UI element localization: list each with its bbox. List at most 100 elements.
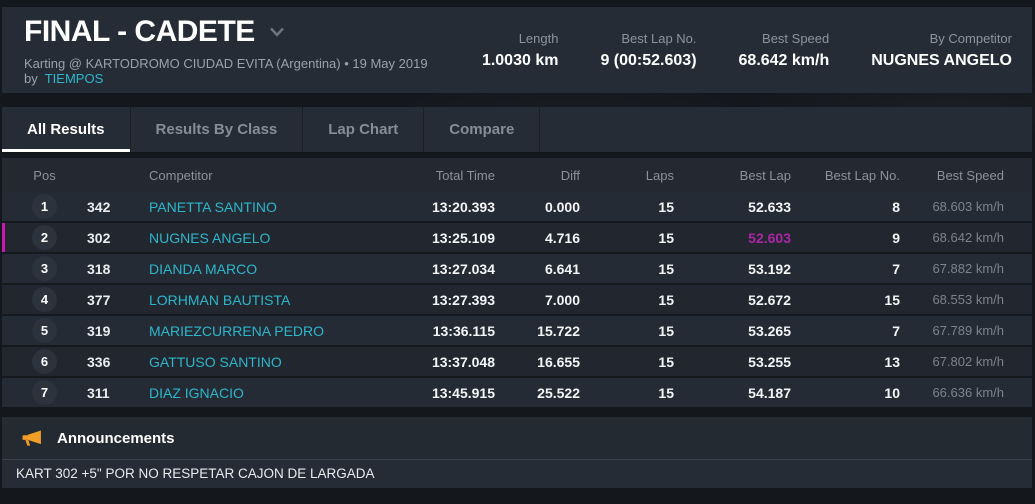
kart-number: 318 [87,260,111,277]
result-row[interactable]: 1 342 PANETTA SANTINO 13:20.393 0.000 15… [2,192,1032,223]
pos-cell: 1 [2,194,87,219]
best-speed-cell: 67.882 km/h [932,261,1004,276]
col-header-competitor: Competitor [149,167,213,183]
col-header-best-lap-no: Best Lap No. [824,167,900,183]
best-speed-cell: 67.802 km/h [932,354,1004,369]
best-lap-cell: 53.255 [748,353,791,370]
pos-cell: 2 [2,225,87,250]
stat-label: Length [518,30,559,46]
tab-results-by-class[interactable]: Results By Class [131,107,304,152]
session-stats: Length 1.0030 km Best Lap No. 9 (00:52.6… [482,31,1012,70]
col-header-best-speed: Best Speed [936,167,1004,183]
tab-all-results[interactable]: All Results [2,107,131,152]
stat-item-length: Length 1.0030 km [482,31,559,70]
tab-label: Compare [449,121,515,138]
stat-label: By Competitor [929,30,1012,46]
result-row[interactable]: 7 311 DIAZ IGNACIO 13:45.915 25.522 15 5… [2,378,1032,409]
best-lap-no-cell: 7 [892,260,900,277]
stat-value: 68.642 km/h [738,51,830,69]
total-time-cell: 13:37.048 [431,353,495,370]
pos-badge: 6 [32,349,57,374]
laps-cell: 15 [658,291,674,308]
best-lap-cell: 54.187 [748,384,791,401]
stat-label: Best Speed [762,30,830,46]
best-lap-cell: 52.603 [748,229,791,246]
best-lap-cell: 52.672 [748,291,791,308]
pos-badge: 2 [32,225,57,250]
pos-badge: 3 [32,256,57,281]
tab-label: All Results [27,121,105,138]
header-panel: FINAL - CADETE Karting @ KARTODROMO CIUD… [2,7,1032,93]
kart-number: 311 [87,384,110,401]
pos-cell: 5 [2,318,87,343]
announcement-item: KART 302 +5" POR NO RESPETAR CAJON DE LA… [2,460,1032,488]
total-time-cell: 13:27.393 [431,291,495,308]
pos-badge: 4 [32,287,57,312]
best-lap-no-cell: 15 [884,291,900,308]
chevron-down-icon [269,27,284,37]
pos-cell: 6 [2,349,87,374]
best-speed-cell: 68.603 km/h [932,199,1004,214]
pos-cell: 3 [2,256,87,281]
competitor-link[interactable]: LORHMAN BAUTISTA [149,291,291,308]
best-lap-no-cell: 13 [884,353,900,370]
best-lap-no-cell: 7 [892,322,900,339]
tab-lap-chart[interactable]: Lap Chart [303,107,425,152]
competitor-link[interactable]: DIANDA MARCO [149,260,258,277]
stat-value: 9 (00:52.603) [600,51,697,69]
stat-value: 1.0030 km [481,51,559,69]
diff-cell: 25.522 [537,384,580,401]
diff-cell: 16.655 [537,353,580,370]
tab-compare[interactable]: Compare [424,107,541,152]
announcement-list: KART 302 +5" POR NO RESPETAR CAJON DE LA… [2,460,1032,488]
result-row[interactable]: 6 336 GATTUSO SANTINO 13:37.048 16.655 1… [2,347,1032,378]
stat-item-best-speed: Best Speed 68.642 km/h [739,31,830,70]
total-time-cell: 13:27.034 [431,260,495,277]
competitor-link[interactable]: PANETTA SANTINO [149,198,277,215]
total-time-cell: 13:36.115 [432,322,495,339]
competitor-link[interactable]: MARIEZCURRENA PEDRO [149,322,325,339]
competitor-link[interactable]: NUGNES ANGELO [149,229,271,246]
stat-value: NUGNES ANGELO [871,51,1012,69]
kart-number: 336 [87,353,111,370]
announcements-panel: Announcements KART 302 +5" POR NO RESPET… [2,417,1032,488]
col-header-pos: Pos [33,167,56,183]
table-header-row: Pos Competitor Total Time Diff Laps Best… [2,158,1032,192]
laps-cell: 15 [658,260,674,277]
total-time-cell: 13:45.915 [431,384,495,401]
result-row[interactable]: 4 377 LORHMAN BAUTISTA 13:27.393 7.000 1… [2,285,1032,316]
pos-badge: 5 [32,318,57,343]
kart-number: 302 [87,229,111,246]
title-dropdown-button[interactable] [267,25,287,39]
best-lap-no-cell: 9 [892,229,900,246]
stat-item-best-lap-no: Best Lap No. 9 (00:52.603) [600,31,696,70]
announcements-title: Announcements [57,429,175,447]
provider-link[interactable]: TIEMPOS [44,70,104,86]
best-speed-cell: 66.636 km/h [932,385,1004,400]
event-subtitle-text: Karting @ KARTODROMO CIUDAD EVITA (Argen… [24,55,428,86]
best-lap-cell: 53.265 [748,322,791,339]
laps-cell: 15 [658,198,674,215]
stat-label: Best Lap No. [621,30,697,46]
kart-number: 342 [87,198,111,215]
result-row[interactable]: 3 318 DIANDA MARCO 13:27.034 6.641 15 53… [2,254,1032,285]
stat-item-by-competitor: By Competitor NUGNES ANGELO [871,31,1012,70]
laps-cell: 15 [658,384,674,401]
competitor-link[interactable]: GATTUSO SANTINO [149,353,282,370]
best-speed-cell: 67.789 km/h [932,323,1004,338]
total-time-cell: 13:25.109 [431,229,495,246]
best-speed-cell: 68.553 km/h [932,292,1004,307]
col-header-best-lap: Best Lap [739,167,791,183]
tab-label: Lap Chart [328,121,399,138]
laps-cell: 15 [658,322,674,339]
col-header-laps: Laps [645,167,674,183]
result-row[interactable]: 2 302 NUGNES ANGELO 13:25.109 4.716 15 5… [2,223,1032,254]
tab-bar: All Results Results By Class Lap Chart C… [2,107,1032,152]
kart-number: 377 [87,291,111,308]
diff-cell: 7.000 [544,291,580,308]
kart-number: 319 [87,322,111,339]
result-row[interactable]: 5 319 MARIEZCURRENA PEDRO 13:36.115 15.7… [2,316,1032,347]
total-time-cell: 13:20.393 [431,198,495,215]
competitor-link[interactable]: DIAZ IGNACIO [149,384,244,401]
results-table-body: 1 342 PANETTA SANTINO 13:20.393 0.000 15… [2,192,1032,409]
